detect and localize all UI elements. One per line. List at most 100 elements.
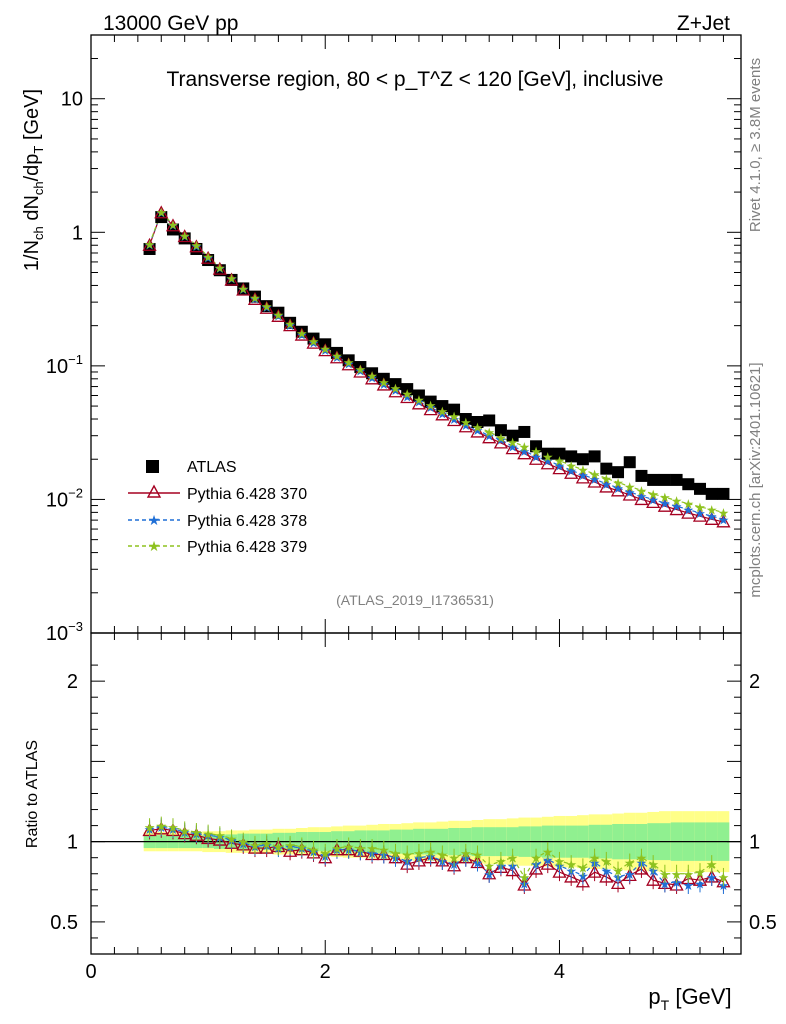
atlas-point bbox=[260, 300, 273, 313]
main-point-p379: ★ bbox=[237, 281, 249, 296]
main-point-p370 bbox=[552, 461, 567, 475]
legend-p370-marker bbox=[146, 484, 162, 498]
main-point-p379: ★ bbox=[355, 362, 367, 377]
atlas-point bbox=[705, 487, 718, 500]
ratio-point-p379: ★ bbox=[413, 846, 425, 861]
ratio-point-p379: ★ bbox=[401, 847, 413, 862]
main-point-p370 bbox=[364, 371, 380, 385]
ratio-point-p378: ★ bbox=[600, 864, 612, 879]
main-point-p378: ★ bbox=[624, 485, 636, 500]
main-point-p370 bbox=[587, 474, 602, 488]
main-point-p378: ★ bbox=[226, 272, 238, 287]
main-point-p378: ★ bbox=[249, 291, 261, 306]
atlas-point bbox=[565, 450, 578, 463]
ratio-point-p379: ★ bbox=[425, 844, 437, 859]
atlas-point bbox=[541, 447, 554, 460]
ratio-point-p379: ★ bbox=[355, 841, 367, 856]
main-axis-ticks: 10−3 10−2 10−1 1 10 0 2 4 bbox=[46, 34, 741, 983]
ratio-point-p379: ★ bbox=[308, 843, 320, 858]
main-point-p378: ★ bbox=[355, 364, 367, 379]
ratio-point-p379: ★ bbox=[155, 819, 167, 834]
main-point-p378: ★ bbox=[507, 439, 519, 454]
legend-p370-label: Pythia 6.428 370 bbox=[187, 486, 307, 503]
ratio-point-p378: ★ bbox=[682, 878, 694, 893]
main-point-p379: ★ bbox=[600, 471, 612, 486]
atlas-point bbox=[424, 395, 437, 408]
main-point-p379: ★ bbox=[577, 463, 589, 478]
ratio-point-p379: ★ bbox=[483, 859, 495, 874]
atlas-point bbox=[682, 478, 695, 491]
main-point-p379: ★ bbox=[589, 467, 601, 482]
atlas-point bbox=[389, 378, 402, 391]
ratio-point-p379: ★ bbox=[343, 839, 355, 854]
main-point-p379: ★ bbox=[519, 439, 531, 454]
main-point-p379: ★ bbox=[214, 261, 226, 276]
ratio-point-p379: ★ bbox=[319, 846, 331, 861]
atlas-point bbox=[635, 469, 648, 482]
main-point-p378: ★ bbox=[600, 477, 612, 492]
main-point-p378: ★ bbox=[308, 335, 320, 350]
ratio-point-p379: ★ bbox=[378, 843, 390, 858]
ratio-point-p379: ★ bbox=[284, 838, 296, 853]
main-point-p370 bbox=[646, 495, 661, 509]
main-point-p370 bbox=[353, 364, 368, 378]
ratio-point-p379: ★ bbox=[694, 865, 706, 880]
source-label: mcplots.cern.ch [arXiv:2401.10621] bbox=[747, 362, 764, 597]
main-point-p378: ★ bbox=[167, 218, 179, 233]
atlas-point bbox=[658, 473, 671, 486]
main-point-p379: ★ bbox=[507, 435, 519, 450]
main-point-p378: ★ bbox=[413, 395, 425, 410]
ratio-point-p370 bbox=[283, 843, 298, 857]
legend-p378-label: Pythia 6.428 378 bbox=[187, 513, 307, 530]
main-point-p370 bbox=[259, 300, 274, 314]
main-point-p378: ★ bbox=[472, 423, 484, 438]
main-point-p378: ★ bbox=[718, 512, 730, 527]
atlas-point bbox=[401, 383, 414, 396]
main-point-p370 bbox=[435, 407, 450, 421]
main-point-p370 bbox=[564, 465, 579, 479]
main-point-p370 bbox=[212, 261, 227, 275]
atlas-point bbox=[494, 424, 507, 437]
main-point-p370 bbox=[294, 327, 309, 341]
main-point-p378: ★ bbox=[343, 357, 355, 372]
main-point-p379: ★ bbox=[659, 490, 671, 505]
ratio-point-p370 bbox=[646, 872, 661, 886]
legend-p378-marker: ★ bbox=[148, 512, 161, 528]
main-point-p379: ★ bbox=[448, 409, 460, 424]
ratio-axis-ticks: 0.5 0.5 1 1 2 2 bbox=[50, 664, 777, 939]
main-point-p379: ★ bbox=[647, 487, 659, 502]
main-point-p378: ★ bbox=[671, 499, 683, 514]
atlas-point bbox=[448, 403, 461, 416]
atlas-point bbox=[213, 264, 226, 277]
main-point-p370 bbox=[142, 237, 157, 251]
main-point-p370 bbox=[470, 424, 485, 438]
atlas-point bbox=[412, 389, 425, 402]
ratio-plot-frame bbox=[90, 632, 742, 955]
main-point-p378: ★ bbox=[577, 468, 589, 483]
xtick-label: 0 bbox=[85, 961, 96, 983]
main-point-p378: ★ bbox=[425, 400, 437, 415]
main-point-p370 bbox=[622, 487, 637, 501]
main-point-p378: ★ bbox=[273, 309, 285, 324]
main-point-p378: ★ bbox=[565, 463, 577, 478]
ratio-point-p379: ★ bbox=[390, 846, 402, 861]
atlas-point bbox=[588, 450, 601, 463]
atlas-point bbox=[600, 462, 613, 475]
legend: ATLAS Pythia 6.428 370 ★ Pythia 6.428 37… bbox=[128, 459, 307, 556]
atlas-point bbox=[670, 473, 683, 486]
main-point-p370 bbox=[458, 419, 473, 433]
ratio-point-p379: ★ bbox=[460, 846, 472, 861]
main-point-p378: ★ bbox=[495, 433, 507, 448]
main-point-p378: ★ bbox=[589, 472, 601, 487]
ratio-point-p379: ★ bbox=[612, 864, 624, 879]
main-point-p370 bbox=[517, 446, 532, 460]
main-point-p378: ★ bbox=[296, 327, 308, 342]
xlabel: pT [GeV] bbox=[648, 984, 731, 1013]
main-point-p379: ★ bbox=[343, 355, 355, 370]
ratio-point-p378: ★ bbox=[694, 876, 706, 891]
rivet-label: Rivet 4.1.0, ≥ 3.8M events bbox=[747, 58, 764, 232]
main-point-p379: ★ bbox=[565, 458, 577, 473]
main-point-p379: ★ bbox=[542, 449, 554, 464]
ratio-point-p370 bbox=[575, 874, 590, 888]
main-point-p370 bbox=[189, 239, 204, 253]
